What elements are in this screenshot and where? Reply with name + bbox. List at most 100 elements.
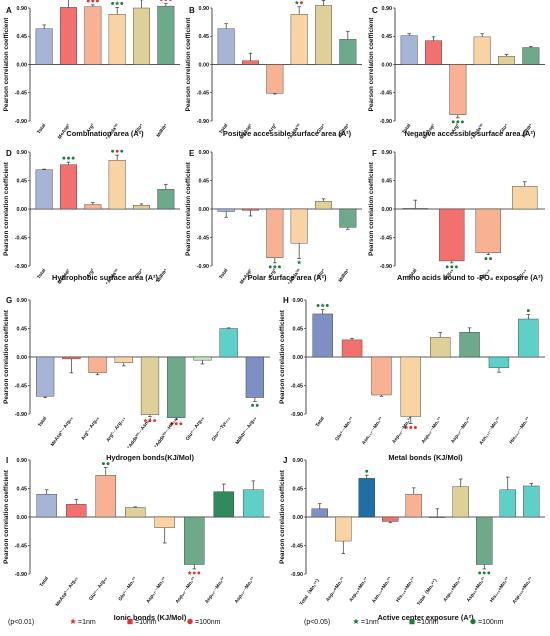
y-tick-label: -0.90 [15, 572, 27, 578]
bar-1 [402, 208, 428, 210]
bar-2 [439, 208, 465, 262]
legend-circle-icon [470, 618, 476, 625]
bar-2 [62, 356, 81, 360]
y-tick-label: 0.45 [293, 326, 304, 332]
y-tick-label: 0.90 [199, 150, 210, 156]
category-label: Asp₈₅···Mn₁²⁺ [174, 575, 197, 604]
legend-label: =100nm [478, 619, 504, 626]
y-tick-label: 0.45 [17, 486, 28, 492]
legend-p2: (p<0.05) [304, 619, 330, 626]
bar-5 [154, 516, 175, 528]
category-label: Total [315, 416, 326, 429]
significance-circle-green [111, 149, 115, 153]
y-axis-label: Pearson correlation coefficient [368, 161, 375, 256]
bar-1 [400, 35, 418, 65]
y-tick-label: 0.45 [382, 178, 393, 184]
x-axis-label: Amino acids bound to -PO₄ exposure (A²) [397, 273, 544, 282]
panel-j: J 0.90 0.45 0.00 -0.45 -0.90 Pearson correlati… [279, 456, 545, 622]
panel-letter: I [6, 456, 8, 465]
y-tick-label: 0.90 [17, 298, 28, 304]
significance-circle-green [106, 462, 110, 466]
y-axis-label: Pearson correlation coefficient [368, 17, 375, 112]
bar-1 [312, 313, 333, 358]
y-axis-label: Pearson correlation coefficient [3, 309, 10, 404]
significance-circle-red [170, 422, 174, 426]
bar-5 [405, 494, 422, 518]
bar-5 [133, 7, 150, 65]
significance-circle-green [120, 1, 124, 5]
x-axis-label: Ionic bonds (KJ/Mol) [114, 613, 187, 622]
category-label: Asp₅₇+Mn₁²⁺ [325, 575, 347, 603]
category-label: Glu⁴···Arg₈₉ [88, 576, 109, 602]
panel-f: F 0.90 0.45 0.00 -0.45 -0.90 Pearson correlati… [368, 149, 545, 283]
bar-6 [429, 516, 446, 518]
bar-4 [512, 185, 538, 210]
panel-i: I 0.90 0.45 0.00 -0.45 -0.90 Pearson correlati… [3, 456, 270, 622]
significance-circle-red [300, 1, 303, 5]
category-label: His₂₄₁+Mn₂²⁺ [489, 575, 511, 603]
significance-star-red [143, 418, 148, 423]
y-tick-label: 0.45 [17, 326, 28, 332]
x-axis-label: Negative accessible surface area (A²) [405, 129, 536, 138]
y-tick-label: 0.45 [382, 34, 393, 40]
x-axis-label: Hydrophobic surface area (A²) [52, 273, 158, 282]
significance-circle-green [120, 149, 124, 153]
panel-b: B 0.90 0.45 0.00 -0.45 -0.90 Pearson correlati… [185, 0, 362, 142]
bar-7 [452, 486, 469, 518]
category-label: Total [36, 123, 47, 136]
y-tick-label: 0.00 [199, 207, 210, 213]
significance-circle-green [478, 571, 482, 575]
y-axis-label: Pearson correlation coefficient [185, 161, 192, 256]
y-tick-label: 0.00 [382, 62, 393, 68]
y-tick-label: 0.00 [199, 62, 210, 68]
category-label: Arg² [85, 267, 96, 279]
y-tick-label: -0.45 [380, 235, 392, 241]
y-tick-label: 0.00 [17, 515, 28, 521]
bar-4 [290, 208, 308, 244]
y-tick-label: 0.45 [17, 178, 28, 184]
category-label: Asp₅₇···Mn₁²⁺ [145, 575, 168, 604]
significance-circle-red [409, 426, 413, 429]
y-tick-label: 0.90 [293, 458, 304, 464]
y-tick-label: 0.45 [17, 34, 28, 40]
significance-circle-green [445, 265, 449, 269]
significance-circle-green [456, 120, 460, 124]
significance-star-green [114, 1, 120, 6]
bar-6 [339, 208, 357, 228]
category-label: Arg²···Arg₂₁₄ [105, 415, 127, 443]
bar-9 [499, 489, 516, 518]
significance-star-green [294, 0, 300, 5]
y-tick-label: 0.00 [382, 207, 393, 213]
significance-circle-green [102, 462, 105, 466]
y-tick-label: -0.90 [15, 119, 27, 125]
significance-circle-green [325, 304, 329, 307]
bar-2 [242, 60, 259, 65]
significance-circle-green [251, 403, 255, 407]
significance-circle-red [159, 0, 163, 2]
y-tick-label: 0.45 [199, 178, 210, 184]
category-label: Total [407, 268, 418, 281]
category-label: Asn₁₁₇+Mn₁²⁺ [371, 575, 394, 604]
y-tick-label: -0.90 [197, 119, 209, 125]
category-label: Glu⁴···Arg₈₉ [185, 416, 206, 442]
significance-circle-red [86, 0, 90, 3]
panel-letter: H [283, 296, 289, 305]
bar-8 [243, 489, 264, 518]
category-label: Arg²···Arg₈₉ [80, 416, 101, 442]
significance-circle-green [71, 156, 75, 160]
bar-3 [266, 64, 284, 94]
category-label: Total（Mn₁²⁺） [299, 576, 323, 607]
significance-circle-green [273, 265, 277, 269]
y-tick-label: -0.90 [197, 264, 209, 270]
bar-3 [84, 6, 102, 65]
bar-5 [315, 5, 332, 65]
significance-circle-green [268, 265, 272, 269]
bar-6 [157, 5, 175, 65]
significance-star-green [296, 260, 302, 265]
bar-8 [219, 328, 238, 358]
panel-g: G 0.90 0.45 0.00 -0.45 -0.90 Pearson correlati… [3, 296, 270, 462]
legend-label: =1nm [78, 619, 96, 626]
legend-star-icon [353, 618, 359, 625]
bar-8 [476, 516, 493, 565]
